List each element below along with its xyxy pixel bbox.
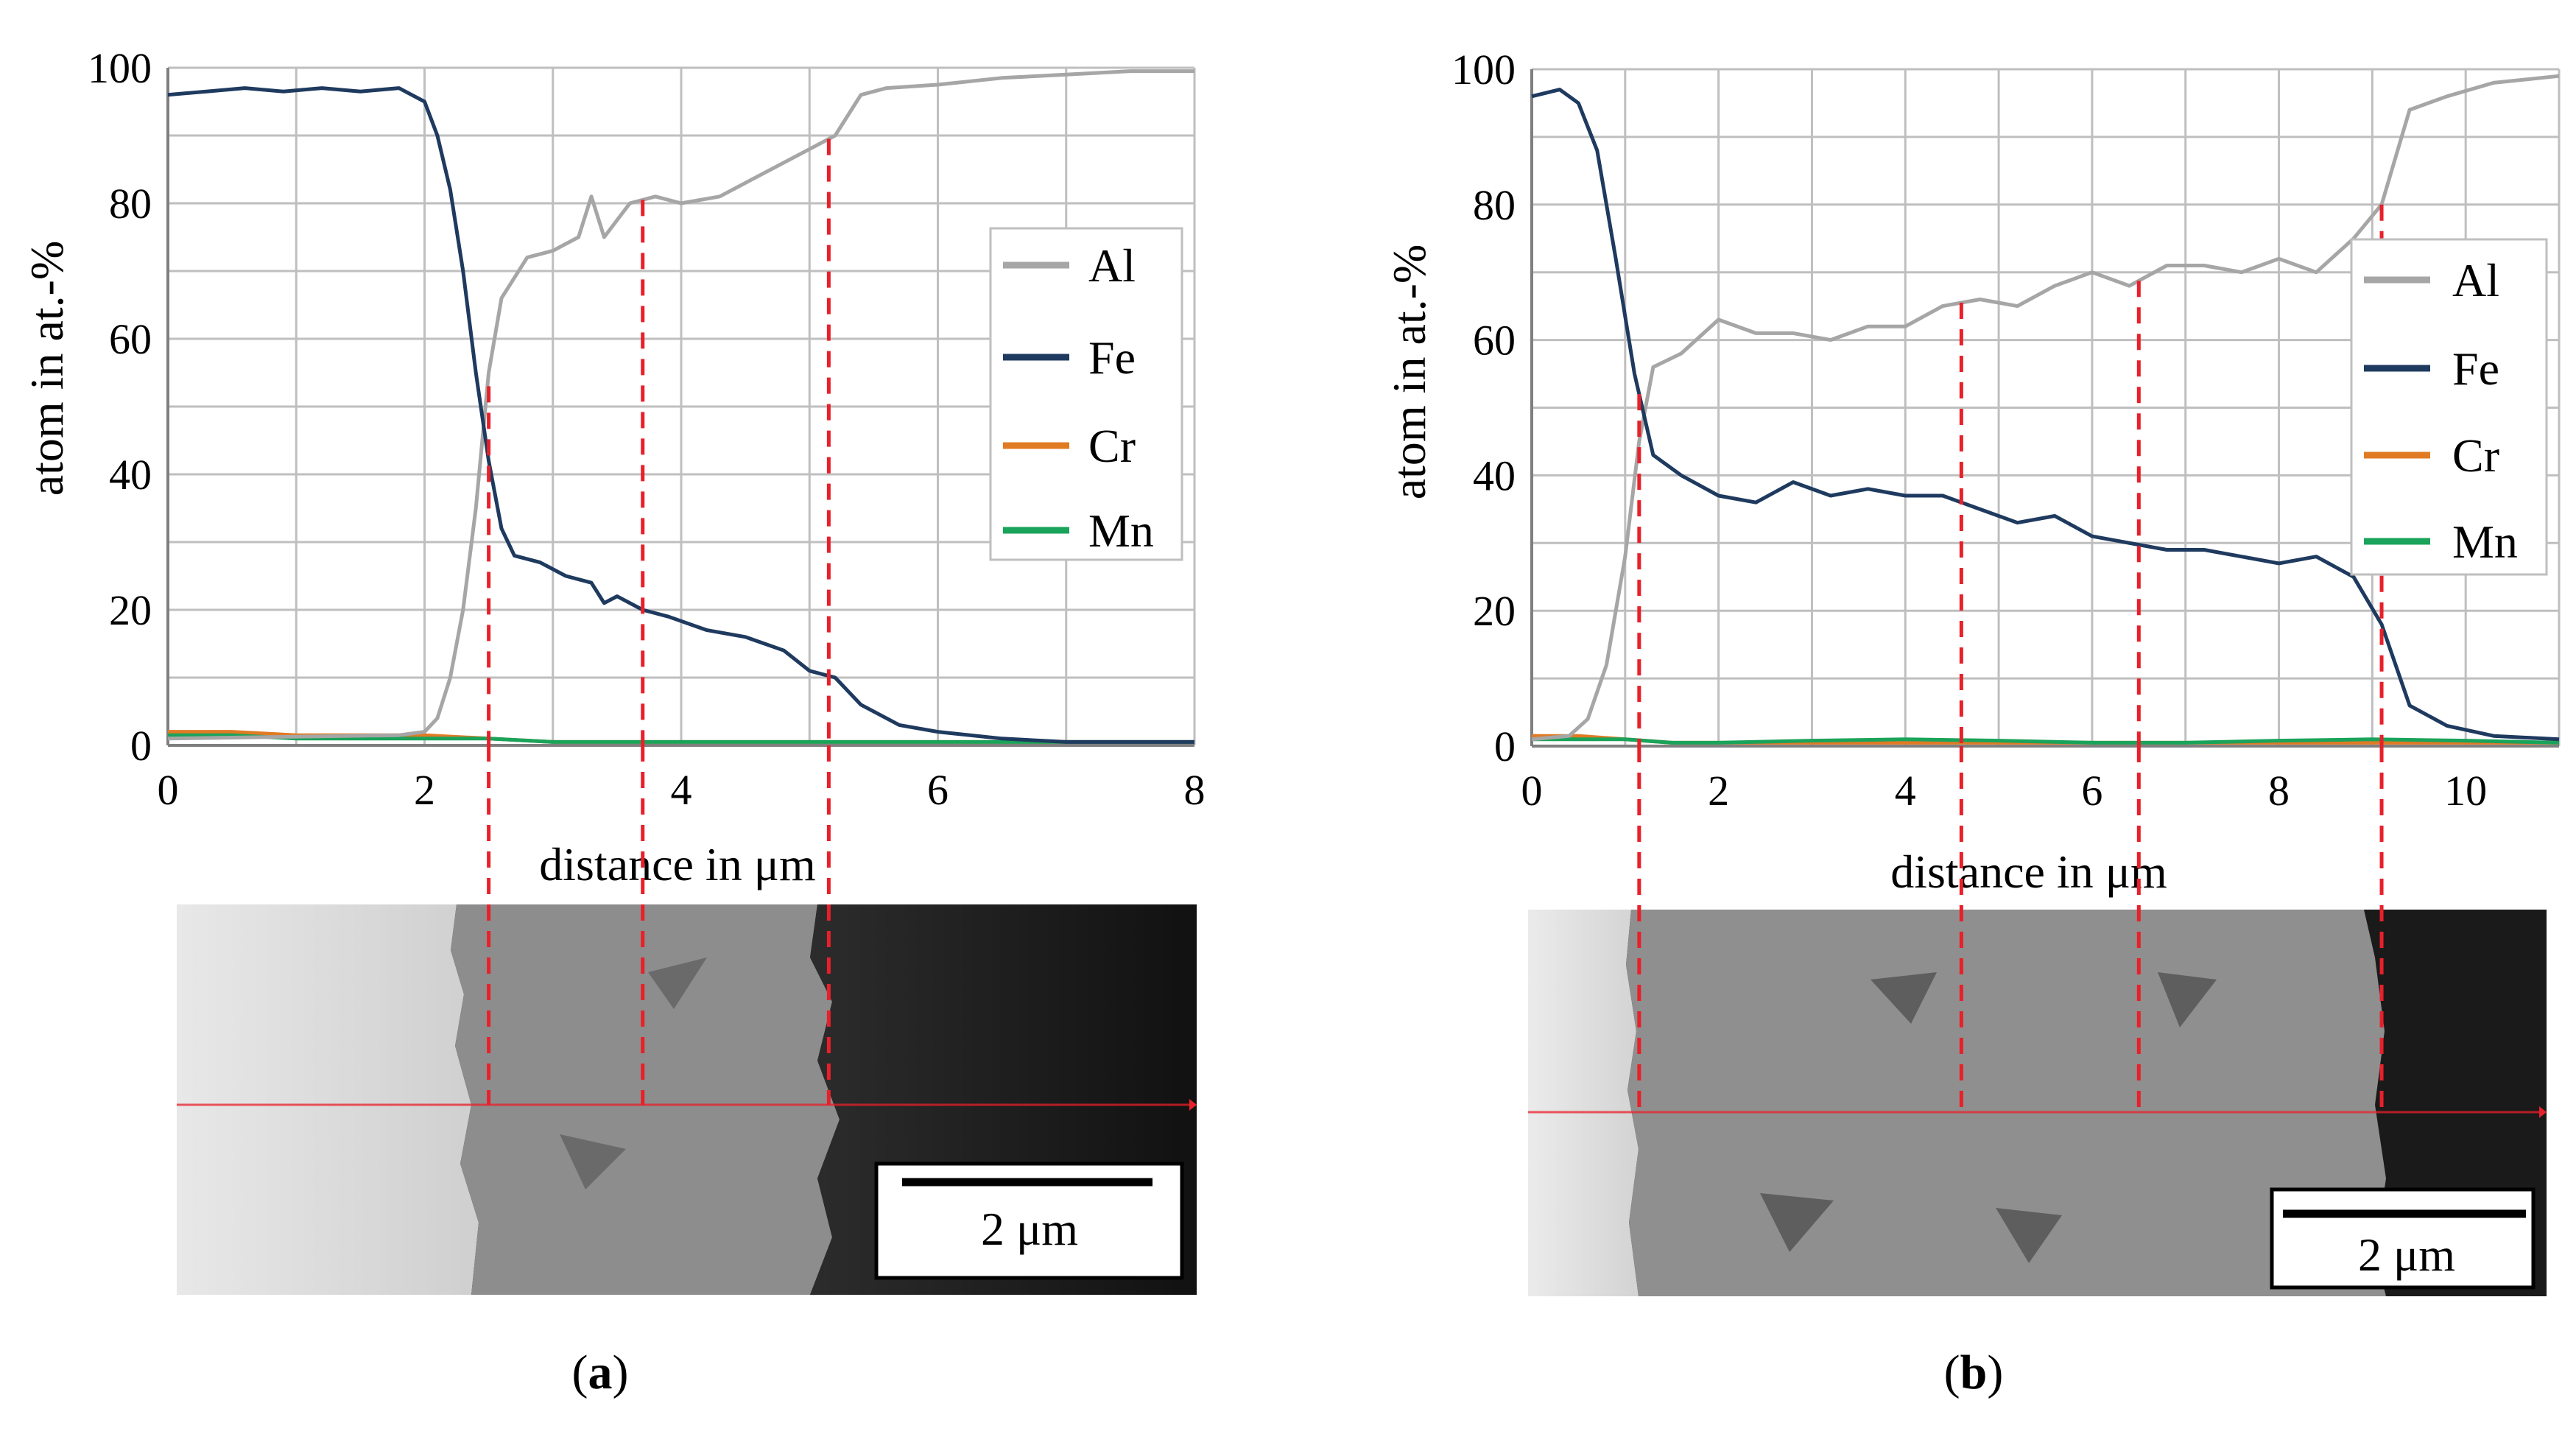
x-tick-label: 8	[2268, 767, 2290, 815]
panel-a-legend: Al Fe Cr Mn	[989, 227, 1183, 561]
panel-b-ticks: 0 20 40 60 80 100 0 2 4 6 8 10	[1451, 46, 2487, 815]
series-line-fe	[1531, 88, 2560, 742]
legend-label-fe: Fe	[1088, 331, 1136, 384]
panel-a-caption: (a)	[572, 1346, 629, 1399]
panel-b: 0 20 40 60 80 100 0 2 4 6 8 10 atom in at.-% distan…	[1383, 46, 2561, 1399]
series-line-al	[167, 69, 1194, 741]
legend-label-mn: Mn	[2452, 516, 2518, 568]
y-tick-label: 100	[1451, 46, 1516, 94]
y-tick-label: 100	[88, 44, 152, 92]
series-line-fe	[167, 86, 1194, 744]
panel-b-xlabel: distance in μm	[1890, 846, 2167, 898]
panel-b-scale-bar-box	[2270, 1187, 2535, 1290]
x-tick-label: 0	[158, 766, 179, 814]
panel-b-sem-image: 2 μm	[1528, 910, 2547, 1296]
panel-a-legend-box	[989, 227, 1183, 561]
y-tick-label: 40	[109, 451, 152, 499]
panel-a-ticks: 0 20 40 60 80 100 0 2 4 6 8	[88, 44, 1206, 814]
panel-a-sem-image: 2 μm	[177, 904, 1197, 1295]
x-tick-label: 2	[1708, 767, 1729, 815]
x-tick-label: 6	[927, 766, 949, 814]
x-tick-label: 4	[671, 766, 692, 814]
x-tick-label: 0	[1521, 767, 1543, 815]
panel-b-legend-box	[2350, 238, 2548, 576]
panel-a-markers	[487, 138, 831, 745]
panel-b-legend: Al Fe Cr Mn	[2350, 238, 2548, 576]
x-tick-label: 6	[2081, 767, 2102, 815]
panel-b-caption: (b)	[1944, 1346, 2004, 1399]
y-tick-label: 20	[1473, 587, 1516, 635]
panel-a-series	[167, 69, 1194, 744]
x-tick-label: 2	[414, 766, 435, 814]
panel-a-scale-label: 2 μm	[981, 1203, 1078, 1255]
y-tick-label: 60	[109, 315, 152, 363]
panel-a: 0 20 40 60 80 100 0 2 4 6 8 atom in at.-% distance…	[21, 44, 1206, 1399]
y-tick-label: 0	[130, 722, 152, 770]
y-tick-label: 80	[1473, 181, 1516, 229]
series-line-mn	[1532, 737, 2560, 745]
y-tick-label: 0	[1494, 723, 1516, 770]
x-tick-label: 4	[1895, 767, 1916, 815]
panel-a-xlabel: distance in μm	[539, 838, 816, 890]
panel-b-scale-label: 2 μm	[2358, 1229, 2455, 1281]
x-tick-label: 10	[2444, 767, 2487, 815]
panel-a-ylabel: atom in at.-%	[21, 241, 73, 496]
panel-b-marker-extensions	[1637, 746, 2384, 1112]
panel-b-ylabel: atom in at.-%	[1383, 245, 1435, 500]
panel-a-gridlines	[166, 66, 1196, 747]
legend-label-cr: Cr	[2452, 429, 2499, 482]
legend-label-mn: Mn	[1088, 505, 1154, 557]
y-tick-label: 20	[109, 586, 152, 634]
y-tick-label: 40	[1473, 451, 1516, 499]
panel-a-marker-extensions	[487, 745, 831, 1105]
legend-label-fe: Fe	[2452, 342, 2499, 395]
legend-label-cr: Cr	[1088, 420, 1136, 472]
legend-label-al: Al	[2452, 254, 2499, 306]
y-tick-label: 60	[1473, 317, 1516, 365]
x-tick-label: 8	[1184, 766, 1206, 814]
y-tick-label: 80	[109, 180, 152, 228]
legend-label-al: Al	[1088, 239, 1136, 292]
